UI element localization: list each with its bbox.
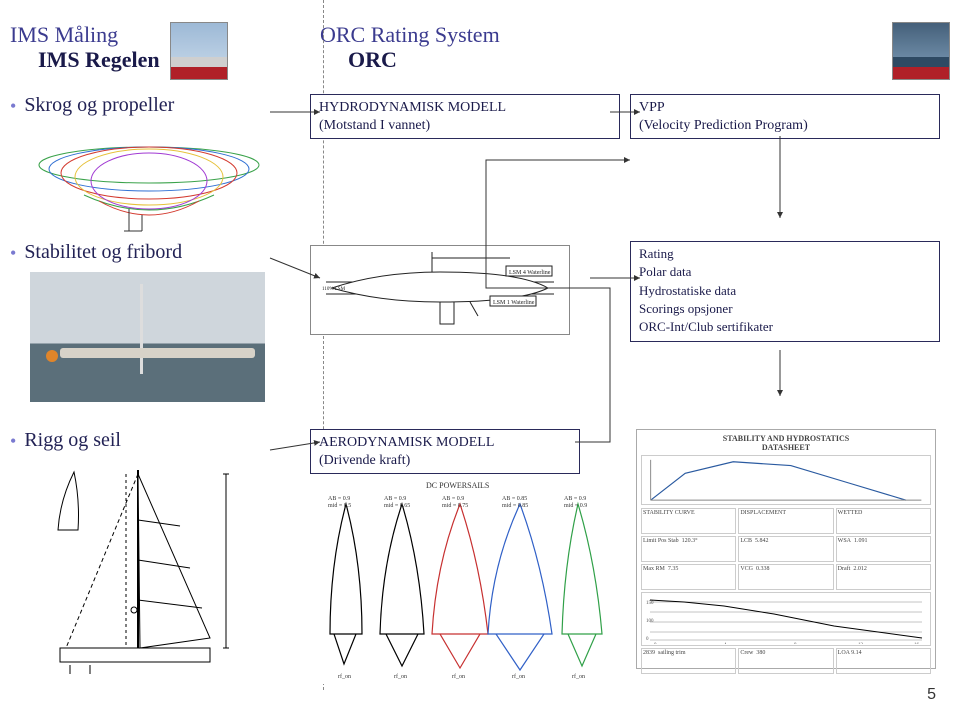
bullet-dot-icon: • — [10, 94, 16, 119]
thumb-orc-icon — [892, 22, 950, 80]
svg-text:4: 4 — [724, 643, 727, 644]
title-orc-light: ORC Rating System — [320, 22, 500, 47]
svg-text:0: 0 — [654, 643, 657, 644]
box-aero-l2: (Drivende kraft) — [319, 452, 571, 470]
boat-photo — [30, 272, 265, 402]
hull-lines-diagram — [24, 125, 274, 235]
svg-text:150: 150 — [646, 601, 654, 606]
svg-text:mid = 0.5: mid = 0.5 — [328, 503, 351, 509]
svg-text:LSM 4 Waterline: LSM 4 Waterline — [509, 270, 551, 276]
page-number: 5 — [927, 686, 936, 704]
thumb-ims-icon — [170, 22, 228, 80]
hull-side-drawing: LSM 4 Waterline LSM 1 Waterline 110% LSM — [310, 245, 570, 335]
out-rating: Rating — [639, 246, 931, 262]
out-hydro: Hydrostatiske data — [639, 283, 931, 299]
box-aero: AERODYNAMISK MODELL (Drivende kraft) — [310, 429, 580, 474]
svg-text:mid = 0.65: mid = 0.65 — [384, 503, 410, 509]
title-ims-light: IMS Måling — [10, 22, 160, 47]
svg-text:LSM 1 Waterline: LSM 1 Waterline — [493, 300, 535, 306]
out-scoring: Scorings opsjoner — [639, 301, 931, 317]
svg-text:rf_on: rf_on — [572, 673, 585, 680]
svg-text:110% LSM: 110% LSM — [322, 287, 346, 292]
box-vpp-l2: (Velocity Prediction Program) — [639, 117, 931, 135]
box-aero-l1: AERODYNAMISK MODELL — [319, 434, 571, 452]
svg-text:100: 100 — [646, 619, 654, 624]
box-hydro-l1: HYDRODYNAMISK MODELL — [319, 99, 611, 117]
content: • Skrog og propeller — [0, 88, 960, 689]
bullet-rigg: • Rigg og seil — [10, 429, 302, 454]
bullet-dot-icon: • — [10, 241, 16, 266]
svg-text:16: 16 — [914, 643, 920, 644]
svg-text:AB = 0.9: AB = 0.9 — [564, 496, 586, 502]
svg-text:mid = 0.85: mid = 0.85 — [502, 503, 528, 509]
svg-text:rf_on: rf_on — [338, 673, 351, 680]
bullet-stabilitet: • Stabilitet og fribord — [10, 241, 302, 266]
box-outputs: Rating Polar data Hydrostatiske data Sco… — [630, 241, 940, 342]
box-vpp: VPP (Velocity Prediction Program) — [630, 94, 940, 139]
svg-text:AB = 0.85: AB = 0.85 — [502, 496, 527, 502]
svg-text:0: 0 — [646, 637, 649, 642]
svg-text:AB = 0.9: AB = 0.9 — [442, 496, 464, 502]
bullet-rigg-label: Rigg og seil — [24, 429, 121, 452]
box-vpp-l1: VPP — [639, 99, 931, 117]
bullet-skrog-label: Skrog og propeller — [24, 94, 174, 117]
header: IMS Måling IMS Regelen ORC Rating System… — [0, 16, 960, 88]
out-cert: ORC-Int/Club sertifikater — [639, 319, 931, 335]
datasheet-title1: STABILITY AND HYDROSTATICS — [723, 434, 849, 443]
svg-text:8: 8 — [794, 643, 797, 644]
box-hydro: HYDRODYNAMISK MODELL (Motstand I vannet) — [310, 94, 620, 139]
svg-text:mid = 0.75: mid = 0.75 — [442, 503, 468, 509]
sail-rig-diagram — [30, 460, 250, 680]
svg-text:mid = 0.9: mid = 0.9 — [564, 503, 587, 509]
title-orc-bold: ORC — [320, 47, 500, 72]
svg-text:AB = 0.9: AB = 0.9 — [328, 496, 350, 502]
stability-datasheet: STABILITY AND HYDROSTATICS DATASHEET STA… — [636, 429, 936, 669]
svg-text:12: 12 — [858, 643, 864, 644]
bullet-stabilitet-label: Stabilitet og fribord — [24, 241, 182, 264]
box-hydro-l2: (Motstand I vannet) — [319, 117, 611, 135]
title-ims-bold: IMS Regelen — [10, 47, 160, 72]
svg-text:rf_on: rf_on — [452, 673, 465, 680]
svg-text:DC POWERSAILS: DC POWERSAILS — [426, 481, 489, 490]
bullet-skrog: • Skrog og propeller — [10, 94, 302, 119]
spinnaker-row-diagram: DC POWERSAILS — [320, 474, 610, 684]
out-polar: Polar data — [639, 264, 931, 280]
bullet-dot-icon: • — [10, 429, 16, 454]
datasheet-title2: DATASHEET — [762, 443, 810, 452]
svg-text:AB = 0.9: AB = 0.9 — [384, 496, 406, 502]
svg-text:rf_on: rf_on — [394, 673, 407, 680]
svg-text:rf_on: rf_on — [512, 673, 525, 680]
